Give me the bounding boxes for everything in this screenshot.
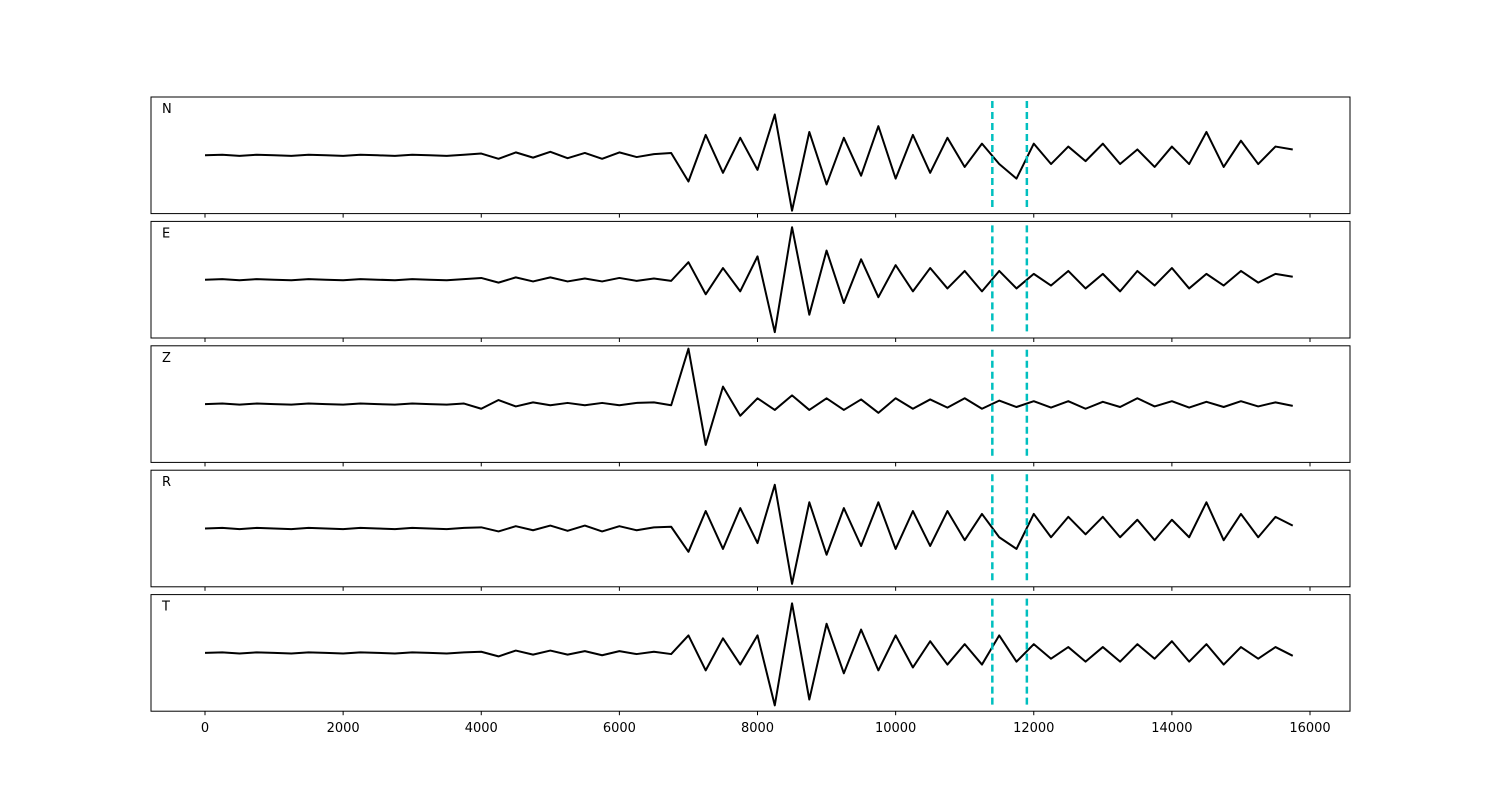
- x-tick-label: 10000: [875, 721, 916, 736]
- panel-label: N: [162, 102, 172, 117]
- panel-frame: [150, 96, 1351, 215]
- waveform: [204, 602, 1294, 707]
- panel-frame: [150, 220, 1351, 339]
- x-tick-label: 6000: [603, 721, 636, 736]
- x-tick-label: 8000: [741, 721, 774, 736]
- panel-frame: [150, 594, 1351, 712]
- x-tick-label: 16000: [1289, 721, 1330, 736]
- x-tick-label: 0: [201, 721, 209, 736]
- panel-label: T: [161, 600, 170, 615]
- panel-frame: [150, 469, 1351, 588]
- x-tick-label: 4000: [465, 721, 498, 736]
- panel-label: Z: [162, 351, 171, 366]
- waveform: [204, 347, 1293, 446]
- x-tick-label: 12000: [1013, 721, 1054, 736]
- waveform: [204, 113, 1293, 212]
- panel-frame: [150, 345, 1351, 463]
- panel-label: R: [162, 475, 171, 490]
- panel-label: E: [162, 226, 170, 241]
- waveform: [204, 483, 1294, 585]
- x-tick-label: 2000: [327, 721, 360, 736]
- waveform: [204, 226, 1293, 334]
- x-tick-label: 14000: [1151, 721, 1192, 736]
